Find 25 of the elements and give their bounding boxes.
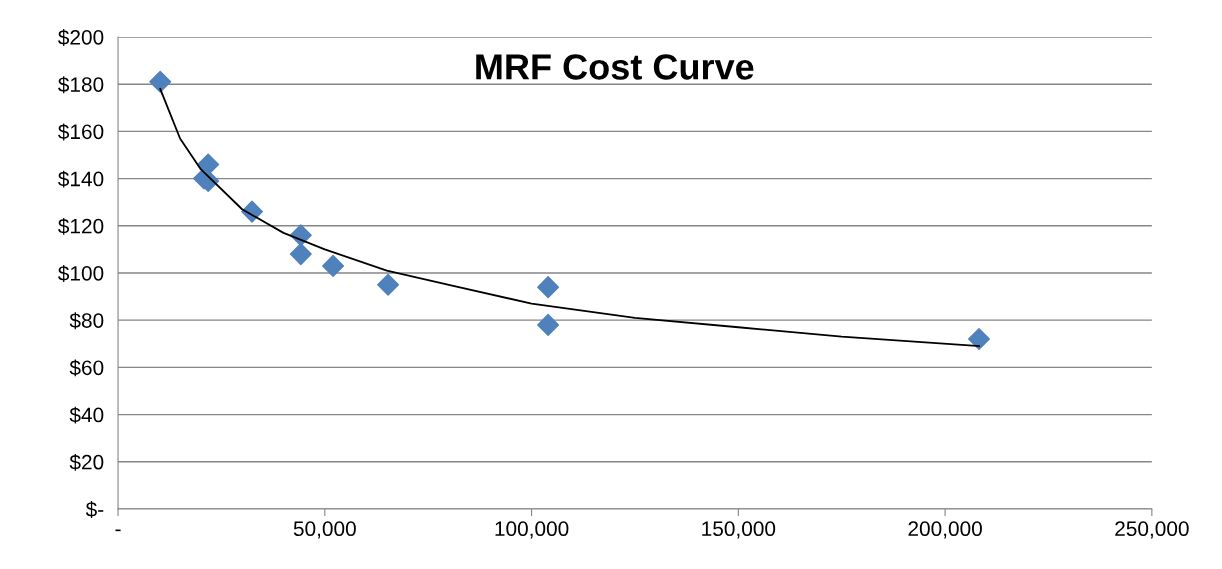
y-tick-label: $40 [69, 406, 104, 424]
y-tick-label: $140 [58, 170, 104, 188]
y-tick-label: $120 [58, 217, 104, 235]
point [289, 243, 312, 266]
y-tick-label: $60 [69, 359, 104, 377]
x-tick-label: 150,000 [702, 521, 776, 539]
y-tick-label: $- [85, 501, 104, 518]
point [537, 276, 560, 299]
point [149, 70, 172, 93]
y-tick-label: $200 [58, 29, 104, 46]
y-tick-label: $20 [69, 453, 104, 471]
x-tick-label: 250,000 [1115, 521, 1189, 539]
point [968, 328, 990, 351]
x-tick-label: 200,000 [908, 521, 982, 539]
y-tick-label: $160 [58, 123, 104, 141]
point [322, 254, 345, 277]
point [377, 273, 400, 296]
chart-title: MRF Cost Curve [476, 54, 754, 80]
y-tick-label: $100 [58, 265, 104, 282]
x-tick-label: 50,000 [293, 521, 356, 539]
x-tick-label: 100,000 [495, 521, 569, 539]
x-tick-label: - [115, 529, 121, 532]
y-tick-label: $180 [58, 76, 104, 94]
y-tick-label: $80 [69, 312, 104, 330]
point [537, 313, 560, 336]
